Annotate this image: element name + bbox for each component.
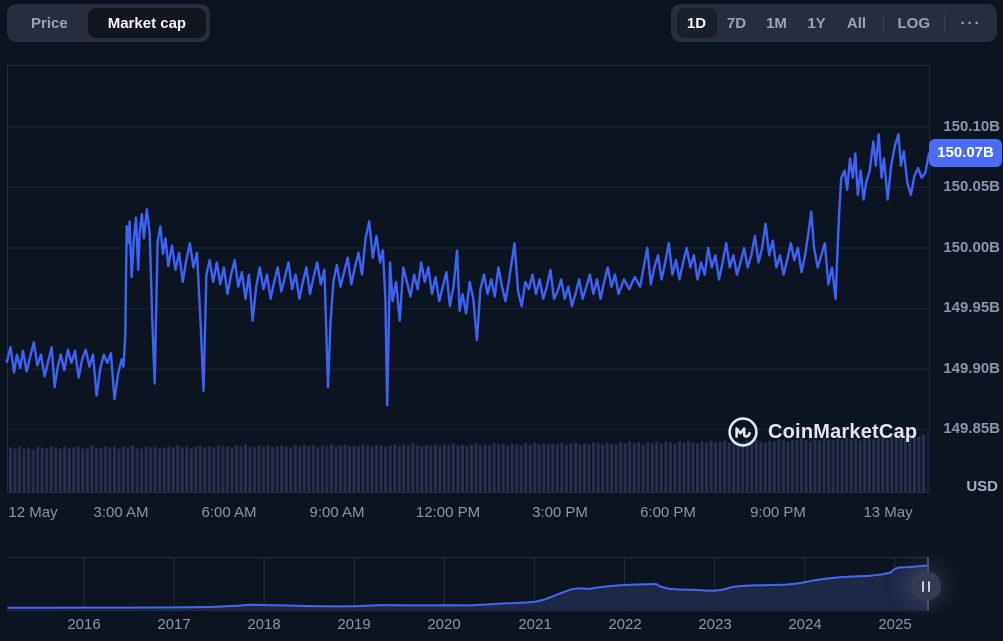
x-axis-label: 3:00 PM	[532, 504, 588, 521]
x-axis-label: 9:00 AM	[309, 504, 365, 521]
y-axis-label: 150.05B	[943, 178, 1000, 195]
year-label: 2022	[608, 616, 642, 633]
watermark: CoinMarketCap	[727, 416, 917, 448]
price-tab[interactable]: Price	[11, 8, 88, 38]
year-label: 2020	[427, 616, 461, 633]
y-axis-label: 150.00B	[943, 239, 1000, 256]
metric-toggle: Price Market cap	[7, 4, 211, 42]
year-label: 2023	[698, 616, 732, 633]
current-value-badge: 150.07B	[929, 139, 1002, 167]
x-axis-label: 13 May	[863, 504, 913, 521]
y-axis-label: 149.85B	[943, 420, 1000, 437]
more-options-button[interactable]: ···	[951, 8, 991, 38]
timeframe-1m-button[interactable]: 1M	[757, 8, 797, 38]
x-axis-label: 6:00 PM	[640, 504, 696, 521]
x-axis-label: 12 May	[8, 504, 58, 521]
timeframe-selector: 1D 7D 1M 1Y All LOG ···	[670, 4, 997, 42]
year-label: 2017	[157, 616, 191, 633]
year-label: 2021	[518, 616, 552, 633]
year-label: 2016	[67, 616, 101, 633]
pause-icon	[928, 580, 930, 592]
brush-handle[interactable]	[911, 571, 941, 601]
x-axis-label: 3:00 AM	[93, 504, 149, 521]
timeframe-all-button[interactable]: All	[837, 8, 877, 38]
year-label: 2019	[337, 616, 371, 633]
divider	[882, 14, 884, 32]
x-axis-label: 6:00 AM	[201, 504, 257, 521]
x-axis-label: 9:00 PM	[750, 504, 806, 521]
y-axis-label: 149.95B	[943, 299, 1000, 316]
timeframe-7d-button[interactable]: 7D	[717, 8, 757, 38]
year-label: 2018	[247, 616, 281, 633]
y-axis-label: 149.90B	[943, 360, 1000, 377]
watermark-text: CoinMarketCap	[768, 420, 918, 443]
year-label: 2025	[878, 616, 912, 633]
timeframe-1d-button[interactable]: 1D	[676, 8, 717, 38]
x-axis-label: 12:00 PM	[415, 504, 481, 521]
y-axis-label: 150.10B	[943, 118, 1000, 135]
currency-unit-label: USD	[966, 478, 998, 495]
pause-icon	[922, 580, 924, 592]
divider	[944, 14, 945, 32]
year-label: 2024	[788, 616, 822, 633]
coinmarketcap-logo-icon	[728, 417, 758, 447]
market-cap-tab[interactable]: Market cap	[87, 8, 207, 38]
log-scale-button[interactable]: LOG	[890, 8, 939, 38]
timeframe-1y-button[interactable]: 1Y	[797, 8, 837, 38]
